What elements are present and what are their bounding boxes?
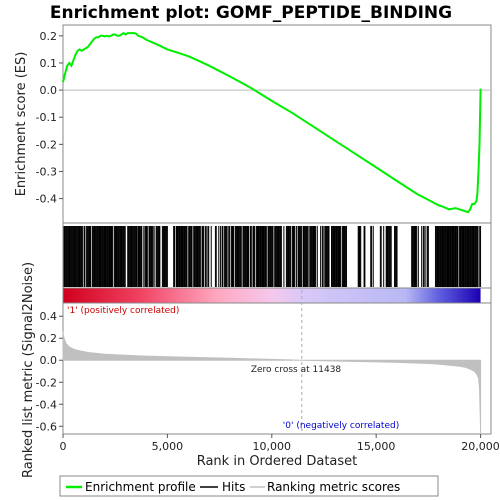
rank-heat-bar	[62, 287, 492, 304]
metric-y-axis-label: Ranked list metric (Signal2Noise)	[21, 262, 36, 478]
positive-correlation-label: '1' (positively correlated)	[67, 306, 179, 316]
es-y-tick-label: -0.4	[36, 193, 57, 206]
metric-y-tick-label: -0.6	[36, 420, 57, 433]
es-y-tick-label: 0.1	[40, 57, 58, 70]
metric-y-tick-label: 0.2	[40, 332, 58, 345]
metric-y-tick-label: 0.0	[40, 354, 58, 367]
x-tick-label: 0	[60, 440, 67, 453]
chart-title: Enrichment plot: GOMF_PEPTIDE_BINDING	[50, 3, 452, 23]
es-y-axis-label: Enrichment score (ES)	[14, 52, 29, 197]
metric-y-tick-label: 0.4	[40, 310, 58, 323]
x-axis-label: Rank in Ordered Dataset	[197, 454, 358, 469]
es-y-tick-label: -0.1	[36, 111, 57, 124]
metric-y-tick-label: -0.4	[36, 398, 57, 411]
es-y-tick-label: 0.0	[40, 84, 58, 97]
x-tick-label: 5,000	[152, 440, 184, 453]
zero-cross-label: Zero cross at 11438	[251, 365, 342, 375]
legend-frame	[59, 475, 439, 497]
es-y-tick-label: 0.2	[40, 30, 58, 43]
negative-correlation-label: '0' (negatively correlated)	[283, 421, 399, 431]
x-tick-label: 20,000	[461, 440, 500, 453]
es-panel-frame	[62, 24, 492, 224]
enrichment-profile-line	[62, 31, 482, 214]
ranking-metric-area	[62, 331, 482, 433]
metric-y-tick-label: -0.2	[36, 376, 57, 389]
legend-label-enrichment-profile: Enrichment profile	[85, 480, 196, 494]
legend-label-hits: Hits	[222, 480, 245, 494]
es-y-tick-label: -0.2	[36, 138, 57, 151]
x-tick-label: 10,000	[253, 440, 292, 453]
metric-panel-frame	[62, 302, 492, 435]
legend-label-ranking-metric: Ranking metric scores	[267, 480, 400, 494]
legend: Enrichment profile Hits Ranking metric s…	[59, 475, 439, 497]
es-y-tick-label: -0.3	[36, 165, 57, 178]
x-tick-label: 15,000	[357, 440, 396, 453]
